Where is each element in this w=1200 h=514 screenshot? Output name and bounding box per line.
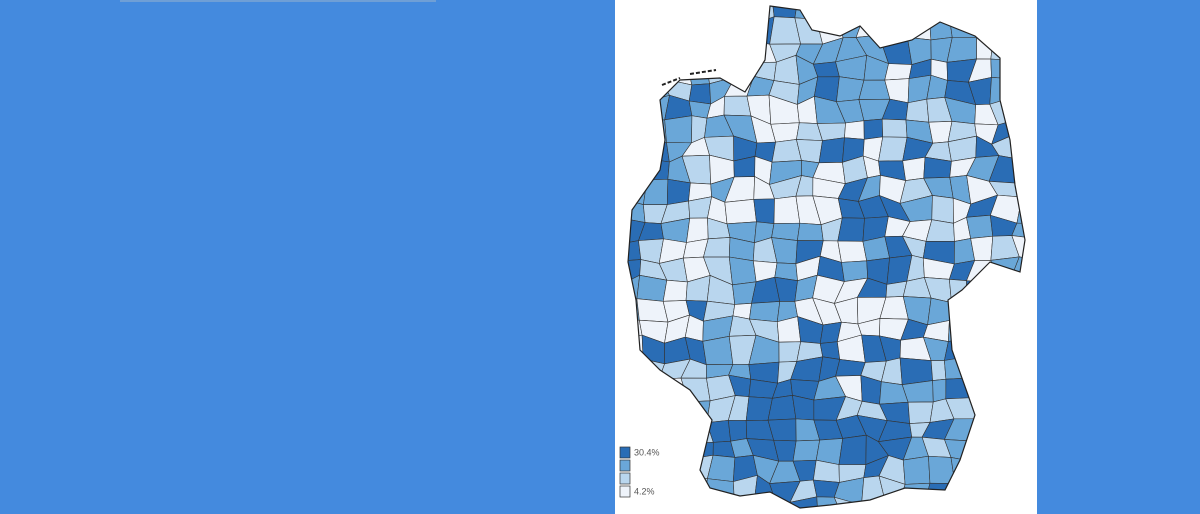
district bbox=[844, 120, 865, 140]
district bbox=[838, 434, 867, 465]
district bbox=[797, 222, 824, 241]
district bbox=[902, 455, 931, 485]
legend: 30.4% 4.2% bbox=[619, 446, 660, 498]
district bbox=[636, 274, 668, 302]
district bbox=[749, 301, 781, 323]
district bbox=[773, 195, 801, 224]
district bbox=[970, 235, 994, 261]
district bbox=[835, 359, 866, 377]
top-strip bbox=[120, 0, 436, 2]
district bbox=[966, 214, 994, 239]
legend-swatch bbox=[619, 485, 631, 498]
district bbox=[767, 394, 797, 421]
district bbox=[931, 195, 954, 224]
legend-swatch bbox=[619, 472, 631, 485]
district bbox=[686, 217, 709, 243]
district bbox=[789, 496, 819, 508]
district bbox=[881, 118, 908, 138]
legend-swatch bbox=[619, 459, 631, 472]
district bbox=[946, 37, 977, 63]
district bbox=[902, 156, 926, 181]
district bbox=[664, 115, 693, 144]
district bbox=[818, 137, 845, 164]
district bbox=[753, 198, 775, 225]
legend-swatch bbox=[619, 446, 631, 459]
district bbox=[792, 439, 821, 462]
district bbox=[702, 335, 734, 366]
district bbox=[837, 217, 865, 242]
district bbox=[812, 61, 840, 78]
district bbox=[878, 136, 908, 162]
legend-label: 4.2% bbox=[634, 486, 655, 496]
district bbox=[863, 118, 884, 140]
district bbox=[901, 380, 934, 403]
district bbox=[930, 360, 947, 381]
district bbox=[899, 357, 933, 386]
district bbox=[666, 178, 691, 205]
district bbox=[884, 63, 913, 81]
district bbox=[816, 496, 847, 508]
district bbox=[728, 256, 757, 286]
district bbox=[1011, 235, 1025, 263]
district bbox=[662, 279, 688, 302]
district bbox=[907, 401, 934, 424]
district bbox=[837, 240, 868, 263]
district bbox=[1011, 222, 1025, 240]
district bbox=[723, 95, 752, 117]
district bbox=[932, 378, 947, 403]
district bbox=[923, 156, 952, 179]
district bbox=[688, 83, 712, 105]
district bbox=[727, 420, 748, 442]
islands bbox=[661, 69, 717, 86]
district bbox=[770, 122, 800, 143]
district bbox=[905, 98, 930, 123]
district bbox=[724, 198, 757, 225]
legend-label: 30.4% bbox=[634, 447, 660, 457]
